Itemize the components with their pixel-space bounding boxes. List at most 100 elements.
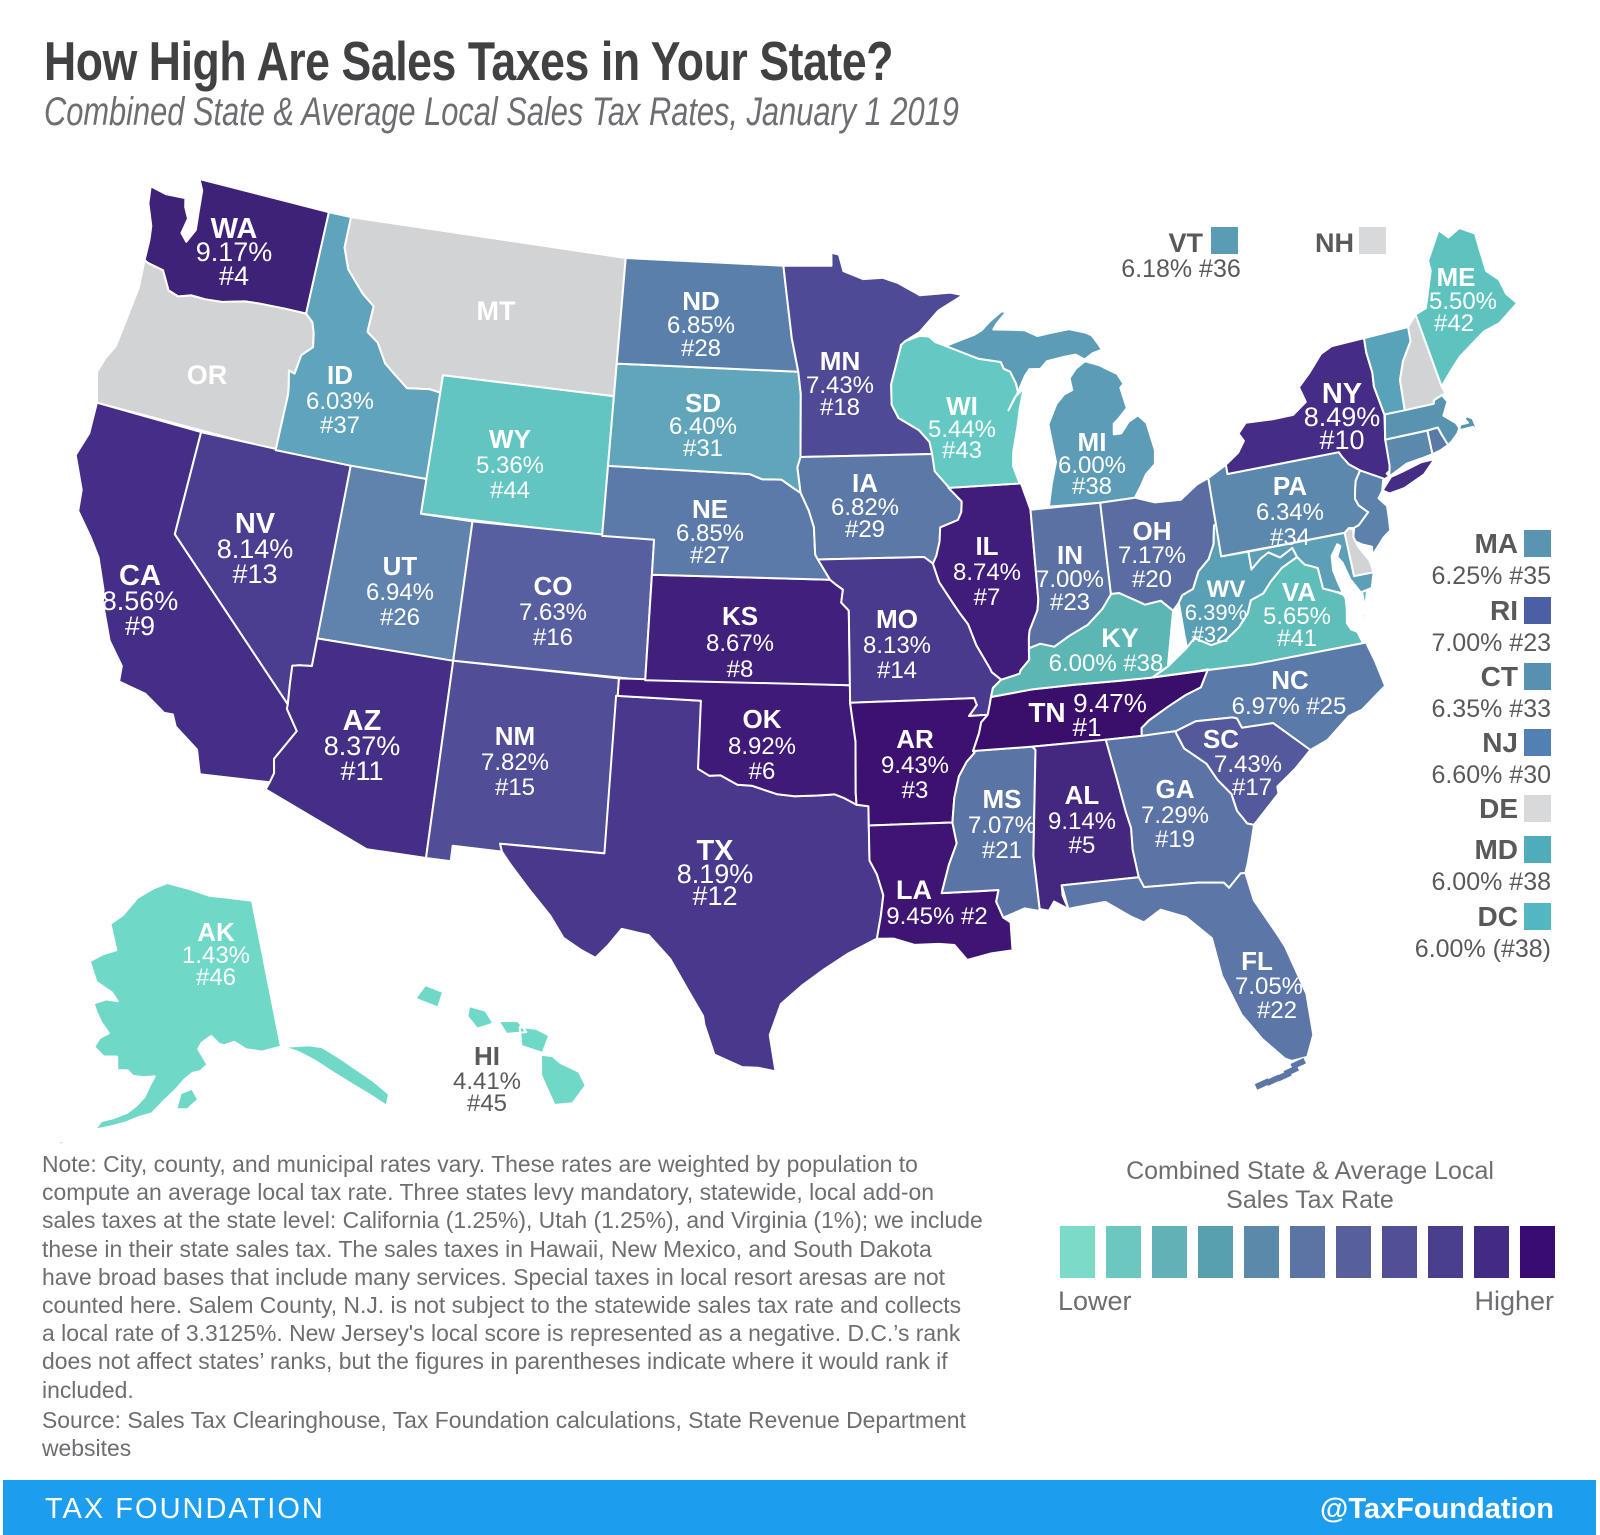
svg-text:RI: RI: [1490, 595, 1518, 626]
svg-text:WV: WV: [1207, 576, 1246, 603]
svg-text:ID: ID: [327, 360, 353, 390]
svg-text:5.36%: 5.36%: [476, 452, 544, 479]
svg-text:#46: #46: [196, 964, 236, 991]
svg-text:AK: AK: [197, 917, 235, 947]
svg-text:CT: CT: [1481, 661, 1518, 692]
svg-text:6.00%: 6.00%: [1058, 452, 1126, 479]
svg-text:CA: CA: [119, 560, 161, 592]
svg-text:6.25% #35: 6.25% #35: [1431, 562, 1551, 590]
svg-text:8.37%: 8.37%: [324, 731, 401, 761]
svg-text:6.00% #38: 6.00% #38: [1431, 868, 1551, 896]
svg-text:#11: #11: [340, 756, 383, 786]
svg-text:VA: VA: [1282, 577, 1316, 607]
svg-text:#42: #42: [1434, 310, 1474, 337]
svg-text:MA: MA: [1474, 528, 1518, 559]
svg-text:WY: WY: [489, 424, 531, 454]
svg-text:#12: #12: [692, 881, 737, 911]
svg-text:#19: #19: [1155, 826, 1195, 853]
svg-text:SC: SC: [1203, 724, 1239, 754]
svg-text:#23: #23: [1050, 589, 1090, 616]
svg-text:6.00% (#38): 6.00% (#38): [1415, 935, 1551, 963]
svg-text:#1: #1: [1073, 712, 1102, 742]
svg-text:NM: NM: [495, 721, 535, 751]
svg-text:9.45% #2: 9.45% #2: [886, 903, 987, 930]
svg-text:9.17%: 9.17%: [196, 237, 273, 267]
svg-text:6.00% #38: 6.00% #38: [1049, 650, 1164, 677]
svg-text:IA: IA: [852, 468, 878, 498]
svg-text:#38: #38: [1072, 473, 1112, 500]
svg-text:#13: #13: [232, 559, 277, 589]
svg-text:6.60% #30: 6.60% #30: [1431, 761, 1551, 789]
svg-text:NC: NC: [1271, 665, 1309, 695]
svg-text:#28: #28: [681, 335, 721, 362]
svg-text:GA: GA: [1156, 774, 1195, 804]
svg-text:#18: #18: [820, 394, 860, 421]
svg-text:8.56%: 8.56%: [102, 586, 179, 616]
svg-text:#45: #45: [467, 1090, 507, 1117]
svg-text:6.35% #33: 6.35% #33: [1431, 695, 1551, 723]
svg-text:NE: NE: [692, 494, 728, 524]
svg-text:LA: LA: [896, 875, 932, 905]
svg-text:5.65%: 5.65%: [1263, 603, 1331, 630]
svg-text:6.03%: 6.03%: [306, 388, 374, 415]
svg-text:6.39%: 6.39%: [1185, 600, 1247, 625]
svg-text:AZ: AZ: [343, 705, 382, 737]
svg-text:OH: OH: [1133, 516, 1172, 546]
svg-text:#34: #34: [1270, 524, 1310, 551]
svg-text:#29: #29: [845, 516, 885, 543]
svg-text:8.13%: 8.13%: [863, 632, 931, 659]
svg-text:5.44%: 5.44%: [928, 416, 996, 443]
svg-text:8.49%: 8.49%: [1304, 402, 1381, 432]
svg-text:6.34%: 6.34%: [1256, 499, 1324, 526]
svg-text:#7: #7: [974, 584, 1001, 611]
svg-text:UT: UT: [383, 551, 418, 581]
svg-text:TX: TX: [696, 835, 734, 867]
svg-text:OR: OR: [187, 360, 228, 390]
svg-text:#26: #26: [380, 604, 420, 631]
svg-text:NJ: NJ: [1482, 727, 1518, 758]
svg-text:IN: IN: [1057, 540, 1083, 570]
svg-text:ME: ME: [1437, 262, 1476, 292]
svg-text:5.50%: 5.50%: [1429, 288, 1497, 315]
svg-text:IL: IL: [975, 531, 998, 561]
svg-text:4.41%: 4.41%: [453, 1068, 521, 1095]
svg-text:AR: AR: [896, 724, 934, 754]
svg-text:#43: #43: [942, 437, 982, 464]
svg-text:CO: CO: [534, 571, 573, 601]
svg-text:8.14%: 8.14%: [217, 534, 294, 564]
svg-text:DE: DE: [1479, 793, 1518, 824]
svg-text:8.19%: 8.19%: [677, 859, 754, 889]
svg-text:HI: HI: [474, 1041, 500, 1071]
svg-text:NH: NH: [1315, 228, 1354, 258]
svg-text:7.17%: 7.17%: [1118, 542, 1186, 569]
svg-text:1.43%: 1.43%: [182, 942, 250, 969]
svg-text:7.29%: 7.29%: [1141, 802, 1209, 829]
svg-text:8.92%: 8.92%: [728, 733, 796, 760]
svg-text:7.00% #23: 7.00% #23: [1431, 629, 1551, 657]
svg-text:ND: ND: [682, 286, 720, 316]
svg-text:NY: NY: [1322, 378, 1362, 410]
svg-text:#4: #4: [219, 261, 249, 291]
svg-text:#3: #3: [902, 777, 929, 804]
svg-text:#31: #31: [683, 435, 723, 462]
svg-text:#22: #22: [1257, 997, 1297, 1024]
svg-text:6.40%: 6.40%: [669, 413, 737, 440]
svg-text:DC: DC: [1478, 901, 1518, 932]
svg-text:NV: NV: [235, 508, 276, 540]
svg-text:MT: MT: [477, 296, 516, 326]
svg-text:6.94%: 6.94%: [366, 579, 434, 606]
svg-text:#6: #6: [749, 758, 776, 785]
svg-text:OK: OK: [743, 704, 782, 734]
svg-text:FL: FL: [1241, 946, 1273, 976]
svg-text:#41: #41: [1277, 625, 1317, 652]
svg-text:8.67%: 8.67%: [706, 630, 774, 657]
svg-text:MO: MO: [876, 604, 918, 634]
svg-text:KY: KY: [1101, 623, 1139, 653]
svg-text:9.43%: 9.43%: [881, 752, 949, 779]
svg-text:#44: #44: [490, 477, 530, 504]
svg-text:#37: #37: [320, 412, 360, 439]
svg-text:MN: MN: [820, 346, 860, 376]
svg-text:6.85%: 6.85%: [676, 520, 744, 547]
svg-text:9.14%: 9.14%: [1048, 808, 1116, 835]
svg-text:#27: #27: [690, 542, 730, 569]
